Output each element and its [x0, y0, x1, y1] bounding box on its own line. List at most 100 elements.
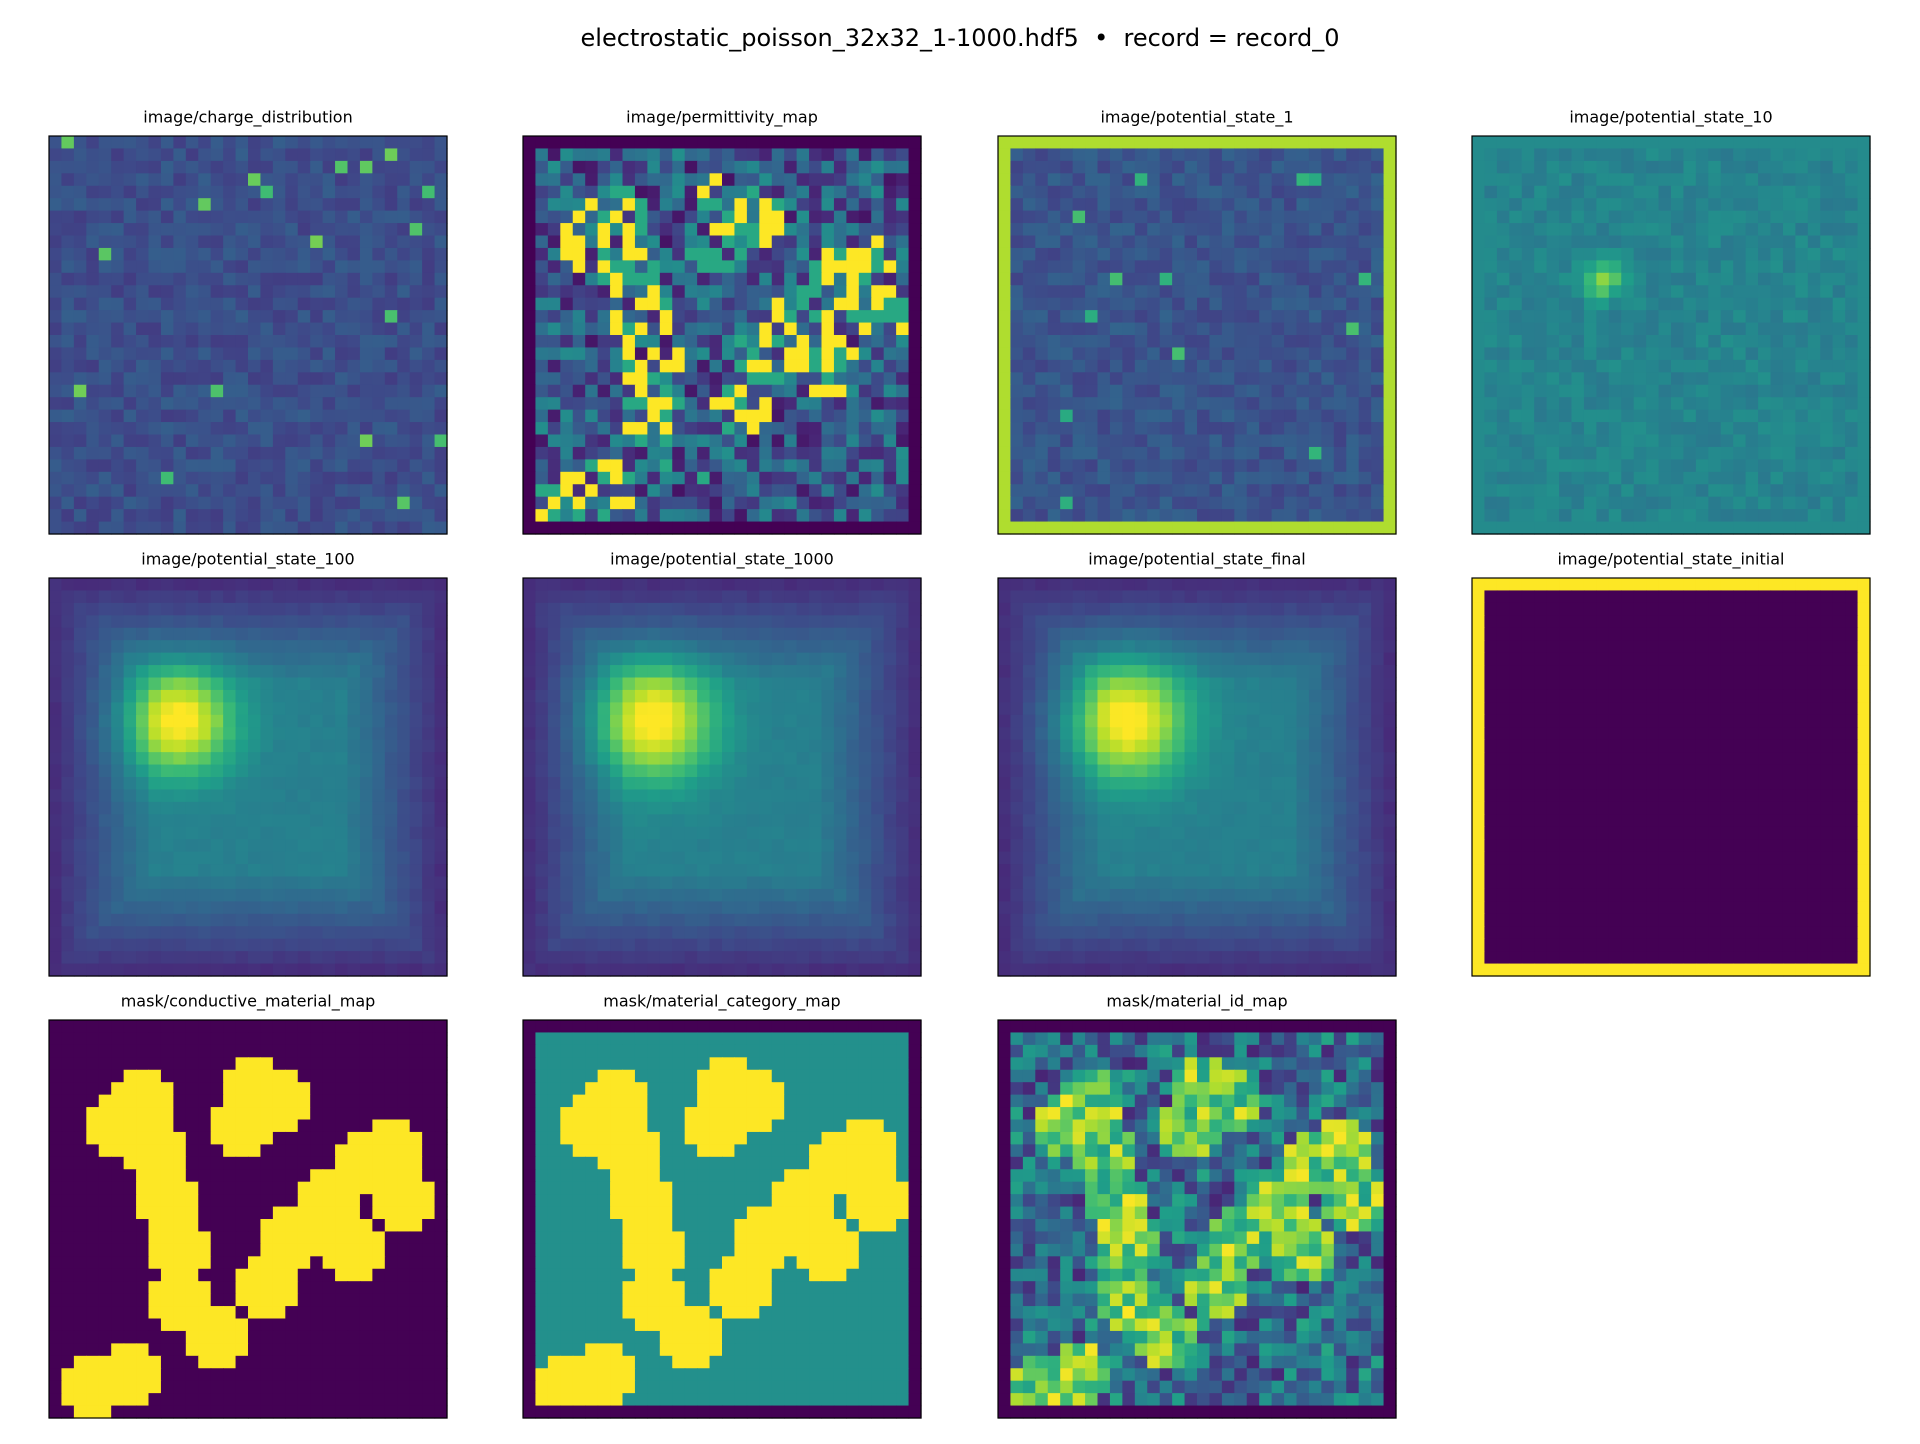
cell	[1246, 347, 1260, 361]
cell	[746, 198, 760, 212]
cell	[384, 384, 398, 398]
cell	[173, 223, 187, 237]
cell	[1097, 459, 1111, 473]
cell	[1346, 459, 1360, 473]
cell	[335, 198, 349, 212]
cell	[896, 446, 910, 460]
cell	[1708, 347, 1722, 361]
cell	[1571, 521, 1585, 535]
cell	[1832, 471, 1846, 485]
cell	[1010, 484, 1024, 498]
cell	[1596, 310, 1610, 324]
cell	[1221, 185, 1235, 199]
cell	[347, 223, 361, 237]
cell	[1159, 347, 1173, 361]
cell	[422, 198, 436, 212]
cell	[1172, 310, 1186, 324]
cell	[1085, 459, 1099, 473]
cell	[297, 496, 311, 510]
cell	[1234, 322, 1248, 336]
cell	[1109, 322, 1123, 336]
cell	[148, 864, 162, 878]
cell	[272, 702, 286, 716]
cell	[335, 359, 349, 373]
cell	[297, 409, 311, 423]
cell	[597, 446, 611, 460]
cell	[359, 173, 373, 187]
cell	[148, 590, 162, 604]
cell	[1321, 285, 1335, 299]
cell	[384, 615, 398, 629]
cell	[1658, 210, 1672, 224]
cell	[136, 714, 150, 728]
cell	[1559, 322, 1573, 336]
cell	[272, 335, 286, 349]
cell	[1857, 521, 1871, 535]
cell	[148, 509, 162, 523]
cell	[260, 640, 274, 654]
cell	[1484, 509, 1498, 523]
cell	[173, 148, 187, 162]
cell	[1745, 434, 1759, 448]
cell	[1621, 136, 1635, 150]
cell	[285, 397, 299, 411]
cell	[1072, 372, 1086, 386]
cell	[709, 185, 723, 199]
cell	[235, 752, 249, 766]
cell	[1534, 310, 1548, 324]
cell	[397, 235, 411, 249]
cell	[1720, 335, 1734, 349]
cell	[409, 322, 423, 336]
cell	[1708, 235, 1722, 249]
cell	[1509, 409, 1523, 423]
cell	[1147, 434, 1161, 448]
cell	[1197, 285, 1211, 299]
cell	[111, 434, 125, 448]
cell	[61, 247, 75, 261]
cell	[998, 260, 1012, 274]
cell	[1534, 496, 1548, 510]
cell	[335, 160, 349, 174]
cell	[1484, 260, 1498, 274]
cell	[123, 864, 137, 878]
cell	[759, 297, 773, 311]
cell	[123, 160, 137, 174]
cell	[1484, 272, 1498, 286]
cell	[1246, 260, 1260, 274]
cell	[372, 223, 386, 237]
cell	[1284, 160, 1298, 174]
cell	[1496, 322, 1510, 336]
cell	[709, 173, 723, 187]
cell	[1097, 422, 1111, 436]
cell	[86, 372, 100, 386]
cell	[359, 148, 373, 162]
cell	[1371, 446, 1385, 460]
cell	[397, 702, 411, 716]
cell	[1122, 160, 1136, 174]
cell	[111, 578, 125, 592]
cell	[1559, 136, 1573, 150]
cell	[49, 372, 63, 386]
cell	[223, 310, 237, 324]
cell	[1733, 409, 1747, 423]
cell	[1857, 297, 1871, 311]
cell	[1795, 322, 1809, 336]
cell	[310, 752, 324, 766]
cell	[123, 310, 137, 324]
cell	[372, 689, 386, 703]
cell	[285, 702, 299, 716]
cell	[709, 272, 723, 286]
cell	[86, 876, 100, 890]
cell	[1646, 521, 1660, 535]
cell	[1720, 384, 1734, 398]
cell	[49, 148, 63, 162]
cell	[198, 372, 212, 386]
cell	[61, 521, 75, 535]
cell	[123, 397, 137, 411]
cell	[1782, 384, 1796, 398]
cell	[634, 260, 648, 274]
cell	[1795, 347, 1809, 361]
cell	[1122, 198, 1136, 212]
cell	[734, 446, 748, 460]
cell	[560, 496, 574, 510]
